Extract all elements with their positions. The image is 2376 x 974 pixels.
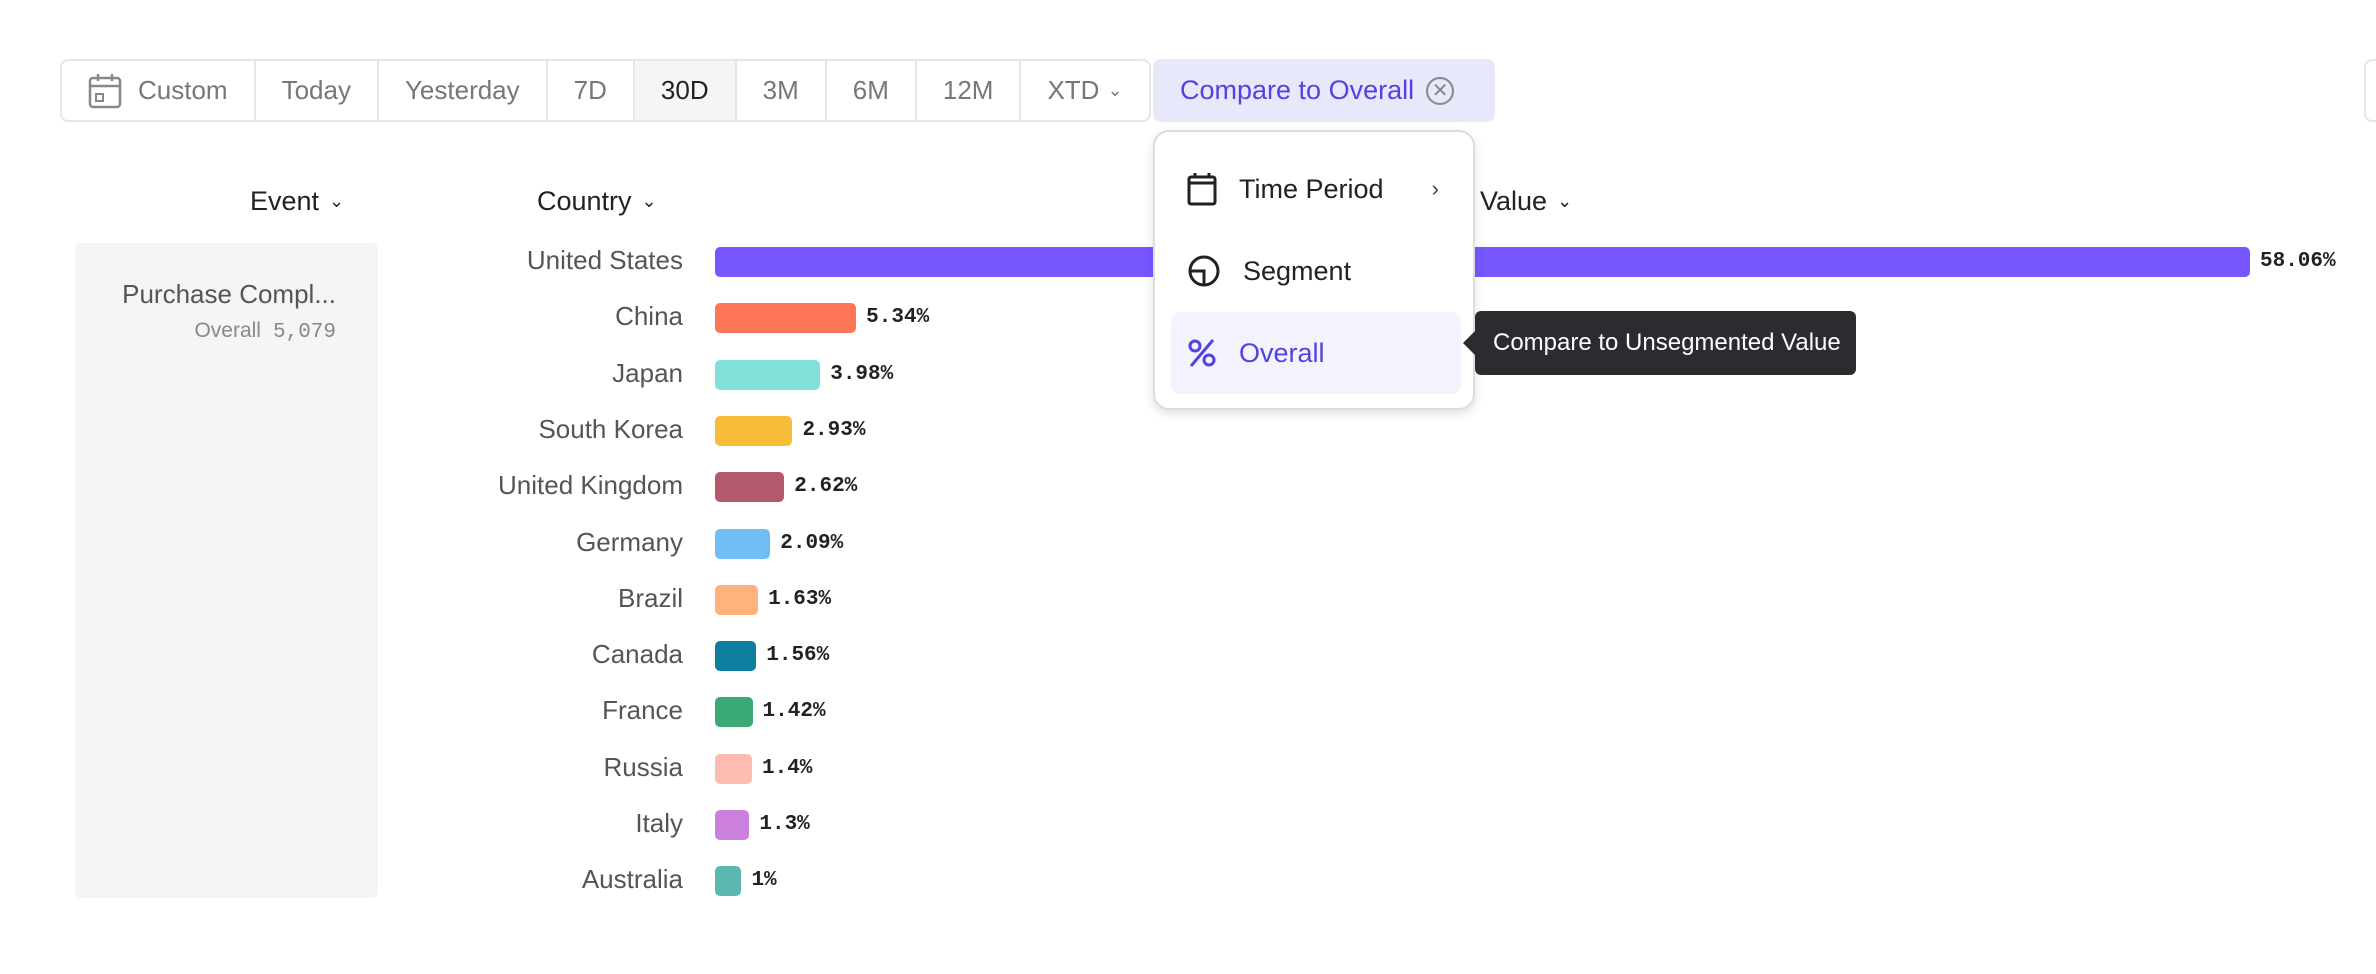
range-6m[interactable]: 6M	[827, 61, 917, 120]
range-30d[interactable]: 30D	[634, 61, 737, 120]
event-header[interactable]: Event ⌄	[250, 186, 345, 216]
menu-item-segment[interactable]: Segment	[1171, 230, 1461, 312]
calendar-icon	[88, 73, 122, 108]
range-xtd[interactable]: XTD ⌄	[1021, 61, 1148, 120]
compare-label: Compare to Overall	[1180, 75, 1415, 105]
range-7d[interactable]: 7D	[548, 61, 635, 120]
category-label: Russia	[603, 751, 683, 782]
value-label: 58.06%	[2260, 250, 2336, 273]
segment-icon	[1188, 255, 1220, 287]
chart-row: China 5.34%	[0, 301, 2376, 334]
bar[interactable]	[715, 472, 785, 503]
value-label: 1%	[751, 869, 777, 893]
bar[interactable]	[715, 303, 857, 334]
range-3m[interactable]: 3M	[737, 61, 827, 120]
category-label: Germany	[576, 526, 683, 557]
value-label: 2.93%	[802, 418, 866, 442]
bar[interactable]	[715, 697, 753, 728]
chart-row: Italy 1.3%	[0, 808, 2376, 840]
range-yesterday[interactable]: Yesterday	[379, 61, 548, 120]
calendar-icon	[1187, 173, 1217, 206]
chart-row: Brazil 1.63%	[0, 582, 2376, 615]
date-range-selector: Custom Today Yesterday 7D 30D 3M 6M 12M …	[60, 59, 1151, 122]
chart-row: South Korea 2.93%	[0, 413, 2376, 446]
value-label: 5.34%	[866, 306, 930, 330]
category-label: Australia	[581, 864, 683, 895]
chart-row: Australia 1%	[0, 864, 2376, 897]
percent-icon	[1188, 339, 1216, 367]
chart-row: France 1.42%	[0, 695, 2376, 728]
range-label: XTD	[1047, 75, 1100, 105]
range-custom[interactable]: Custom	[62, 61, 256, 120]
chevron-down-icon: ⌄	[1107, 80, 1123, 100]
compare-menu: Time Period › Segment Overall	[1153, 130, 1475, 410]
category-label: Italy	[635, 808, 683, 838]
chevron-right-icon: ›	[1431, 176, 1439, 201]
chart-row: Germany 2.09%	[0, 526, 2376, 559]
category-label: United States	[526, 245, 683, 275]
range-today[interactable]: Today	[256, 61, 379, 120]
country-header[interactable]: Country ⌄	[537, 186, 657, 216]
value-label: 1.3%	[759, 813, 810, 836]
range-label: Custom	[138, 75, 228, 105]
category-label: United Kingdom	[498, 470, 683, 501]
clear-compare-icon[interactable]: ✕	[1426, 76, 1455, 105]
bar[interactable]	[715, 866, 742, 897]
chart-row: United States 58.06%	[0, 245, 2376, 277]
category-label: Japan	[612, 357, 683, 388]
value-label: 1.56%	[766, 644, 830, 668]
chart-row: Japan 3.98%	[0, 357, 2376, 390]
bar[interactable]	[715, 753, 752, 784]
compare-button[interactable]: Compare to Overall ✕	[1153, 59, 1495, 122]
chart-row: Russia 1.4%	[0, 751, 2376, 784]
bar[interactable]	[715, 528, 771, 559]
bar[interactable]	[715, 247, 2250, 277]
category-label: Brazil	[617, 582, 683, 613]
chart-row: Canada 1.56%	[0, 639, 2376, 672]
menu-item-time-period[interactable]: Time Period ›	[1171, 148, 1461, 230]
chevron-down-icon: ⌄	[329, 191, 345, 211]
bar[interactable]	[715, 415, 793, 446]
chevron-down-icon: ⌄	[641, 191, 657, 211]
category-label: China	[615, 301, 683, 332]
menu-item-overall[interactable]: Overall	[1171, 312, 1461, 394]
chart-row: United Kingdom 2.62%	[0, 470, 2376, 503]
value-label: 3.98%	[830, 362, 894, 386]
category-label: France	[602, 695, 683, 726]
bar[interactable]	[715, 810, 750, 840]
category-label: South Korea	[538, 413, 683, 444]
bar[interactable]	[715, 584, 759, 615]
bar[interactable]	[715, 641, 757, 672]
event-sub: Overall 5,079	[194, 319, 336, 344]
chevron-down-icon: ⌄	[1557, 191, 1573, 211]
bar[interactable]	[715, 359, 821, 390]
event-name: Purchase Compl...	[122, 279, 336, 309]
value-label: 1.4%	[762, 756, 813, 780]
range-12m[interactable]: 12M	[917, 61, 1022, 120]
category-label: Canada	[591, 639, 683, 670]
value-label: 2.09%	[780, 531, 844, 555]
event-card[interactable]: Purchase Compl... Overall 5,079	[75, 243, 378, 898]
value-label: 1.42%	[762, 700, 826, 724]
value-header[interactable]: Value ⌄	[1480, 186, 1573, 216]
partial-button[interactable]	[2364, 59, 2376, 122]
value-label: 2.62%	[794, 475, 858, 499]
tooltip: Compare to Unsegmented Value	[1463, 311, 1856, 375]
value-label: 1.63%	[768, 587, 832, 611]
